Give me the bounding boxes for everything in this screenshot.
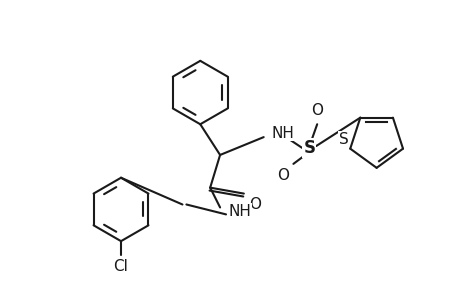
Text: O: O [248,196,260,211]
Text: S: S [338,132,347,147]
Text: Cl: Cl [113,259,128,274]
Text: O: O [277,168,289,183]
Text: O: O [310,103,323,118]
Text: S: S [302,139,314,157]
Text: NH: NH [228,204,250,219]
Text: NH: NH [271,126,294,141]
